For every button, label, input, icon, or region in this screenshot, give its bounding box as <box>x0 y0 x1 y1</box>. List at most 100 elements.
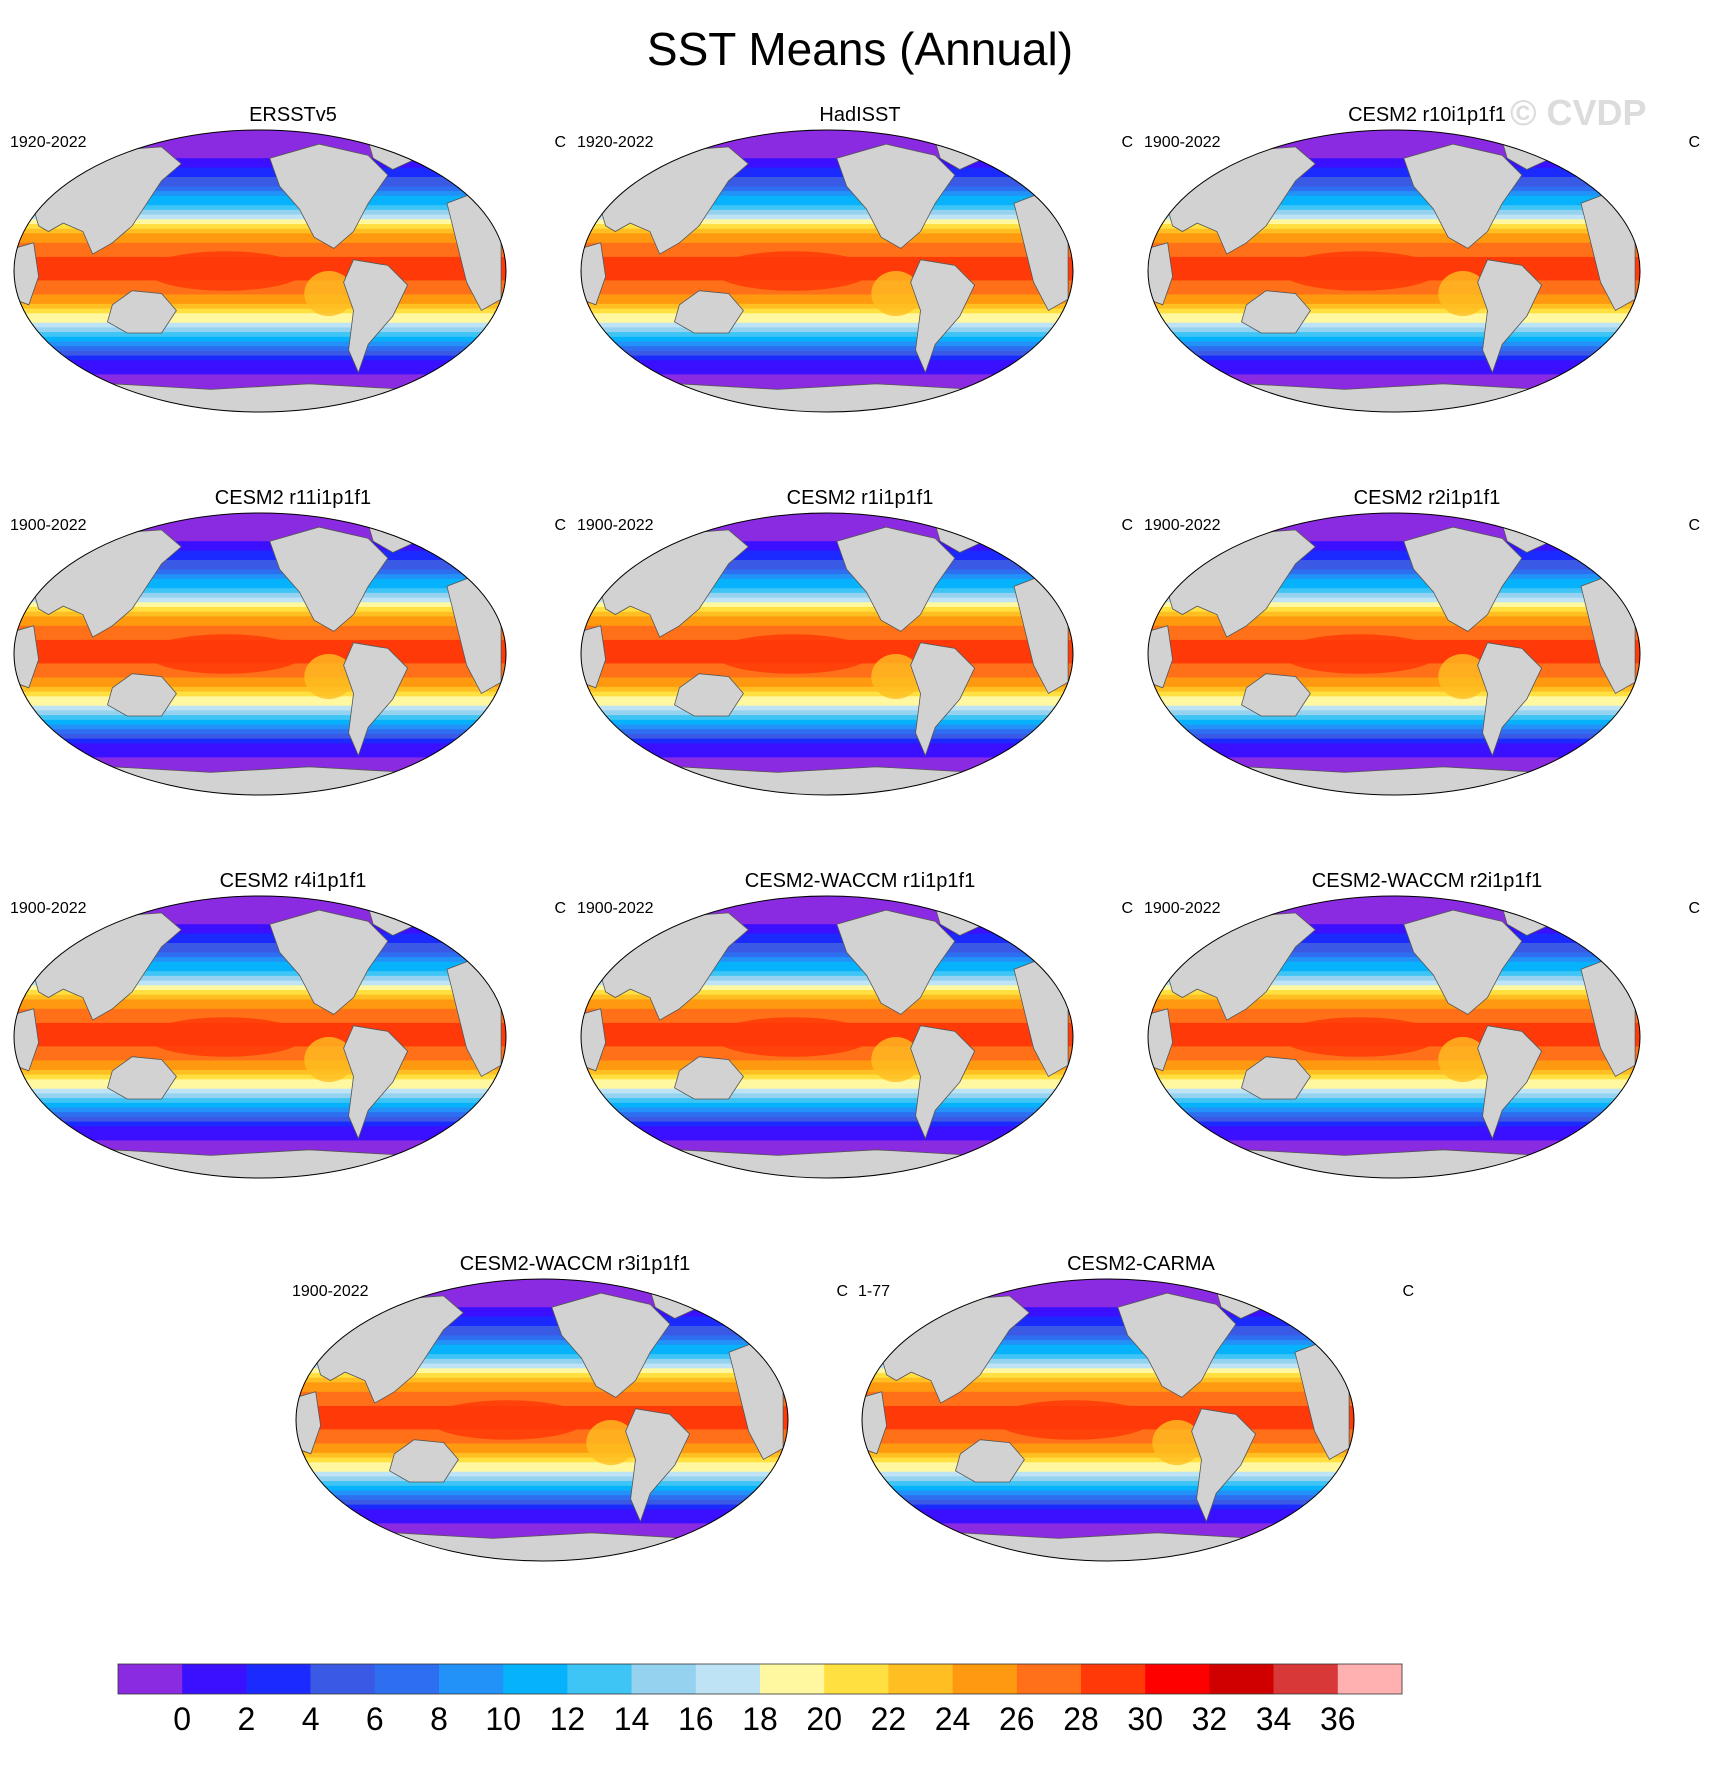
sst-band <box>14 513 506 519</box>
sst-band <box>1148 715 1640 721</box>
sst-band <box>581 332 1073 338</box>
sst-band <box>581 757 1073 763</box>
sst-band <box>862 1443 1354 1449</box>
colorbar-box <box>695 1664 761 1694</box>
colorbar-tick-label: 18 <box>742 1701 778 1737</box>
sst-band <box>14 602 506 608</box>
sst-band <box>14 332 506 338</box>
sst-band <box>296 1509 788 1515</box>
sst-band <box>862 1528 1354 1534</box>
map-panel: CESM2 r4i1p1f1 1900-2022 C <box>10 870 576 1230</box>
sst-band <box>1148 757 1640 763</box>
sst-band <box>1148 574 1640 580</box>
sst-band <box>862 1462 1354 1468</box>
sst-band <box>296 1471 788 1477</box>
map-border <box>580 895 1074 1179</box>
sst-band <box>581 555 1073 561</box>
sst-band <box>1148 167 1640 173</box>
sst-band <box>581 228 1073 234</box>
sst-band <box>14 1060 506 1066</box>
colorbar-box <box>118 1664 183 1694</box>
land-mass <box>1172 766 1616 795</box>
sst-band <box>862 1438 1354 1445</box>
sst-band <box>14 919 506 925</box>
sst-band <box>1148 947 1640 953</box>
sst-band <box>296 1476 788 1482</box>
sst-band <box>581 1008 1073 1015</box>
sst-band <box>1148 999 1640 1005</box>
sst-band <box>1148 719 1640 726</box>
sst-band <box>14 1079 506 1085</box>
sst-band <box>14 200 506 206</box>
sst-band <box>1148 233 1640 239</box>
warm-pool <box>146 634 305 674</box>
sst-map <box>580 895 1074 1179</box>
sst-band <box>581 1112 1073 1118</box>
sst-band <box>296 1358 788 1365</box>
warm-pool <box>1280 251 1439 291</box>
sst-band <box>14 355 506 361</box>
panel-units: C <box>1121 134 1133 151</box>
sst-band <box>14 517 506 523</box>
sst-band <box>296 1391 788 1398</box>
cold-tongue <box>1438 1037 1488 1083</box>
sst-band <box>1148 682 1640 688</box>
sst-band <box>581 975 1073 982</box>
sst-band <box>14 1121 506 1127</box>
land-mass <box>674 673 744 717</box>
map-border <box>580 129 1074 413</box>
map-panel: CESM2-WACCM r3i1p1f1 1900-2022 C <box>292 1253 858 1613</box>
land-mass <box>1148 625 1174 689</box>
panel-title: CESM2-WACCM r3i1p1f1 <box>459 1253 691 1275</box>
sst-band <box>14 531 506 538</box>
sst-band <box>14 719 506 726</box>
land-mass <box>886 1532 1330 1561</box>
sst-band <box>1148 905 1640 911</box>
sst-band <box>862 1467 1354 1473</box>
sst-band <box>1148 350 1640 357</box>
colorbar-box <box>182 1664 247 1694</box>
sst-band <box>14 322 506 328</box>
map-panel: ERSSTv5 1920-2022 C <box>10 104 576 464</box>
sst-band <box>296 1330 788 1336</box>
sst-band <box>581 1088 1073 1094</box>
panel-title: CESM2 r2i1p1f1 <box>1353 487 1501 509</box>
colorbar-tick-label: 14 <box>614 1701 650 1737</box>
land-mass <box>38 1149 482 1178</box>
sst-band <box>581 1013 1073 1019</box>
sst-band <box>862 1382 1354 1388</box>
panel-period: 1920-2022 <box>577 134 654 151</box>
sst-band <box>14 350 506 357</box>
sst-band <box>1148 994 1640 1000</box>
colorbar-box <box>503 1664 568 1694</box>
sst-band <box>14 242 506 249</box>
cold-tongue <box>871 271 921 317</box>
sst-band <box>296 1377 788 1383</box>
warm-pool <box>1280 634 1439 674</box>
sst-band <box>1148 1074 1640 1080</box>
sst-map <box>13 895 507 1179</box>
sst-band <box>581 177 1073 183</box>
sst-band <box>1148 975 1640 982</box>
land-mass <box>581 242 607 306</box>
sst-band <box>14 195 506 202</box>
sst-band <box>296 1340 788 1346</box>
sst-band <box>1148 148 1640 155</box>
sst-band <box>1148 592 1640 599</box>
sst-band <box>1148 545 1640 552</box>
sst-band <box>14 308 506 314</box>
land-mass <box>955 1439 1025 1483</box>
sst-band <box>1148 919 1640 925</box>
sst-band <box>1148 733 1640 740</box>
panel-period: 1900-2022 <box>577 900 654 917</box>
warm-pool <box>1280 1017 1439 1057</box>
cold-tongue <box>871 654 921 700</box>
colorbar-box <box>374 1664 440 1694</box>
sst-band <box>14 379 506 385</box>
sst-band <box>581 602 1073 608</box>
sst-band <box>1148 564 1640 570</box>
sst-band <box>581 181 1073 187</box>
sst-band <box>1148 130 1640 136</box>
sst-band <box>296 1518 788 1524</box>
colorbar-tick-label: 2 <box>238 1701 256 1737</box>
